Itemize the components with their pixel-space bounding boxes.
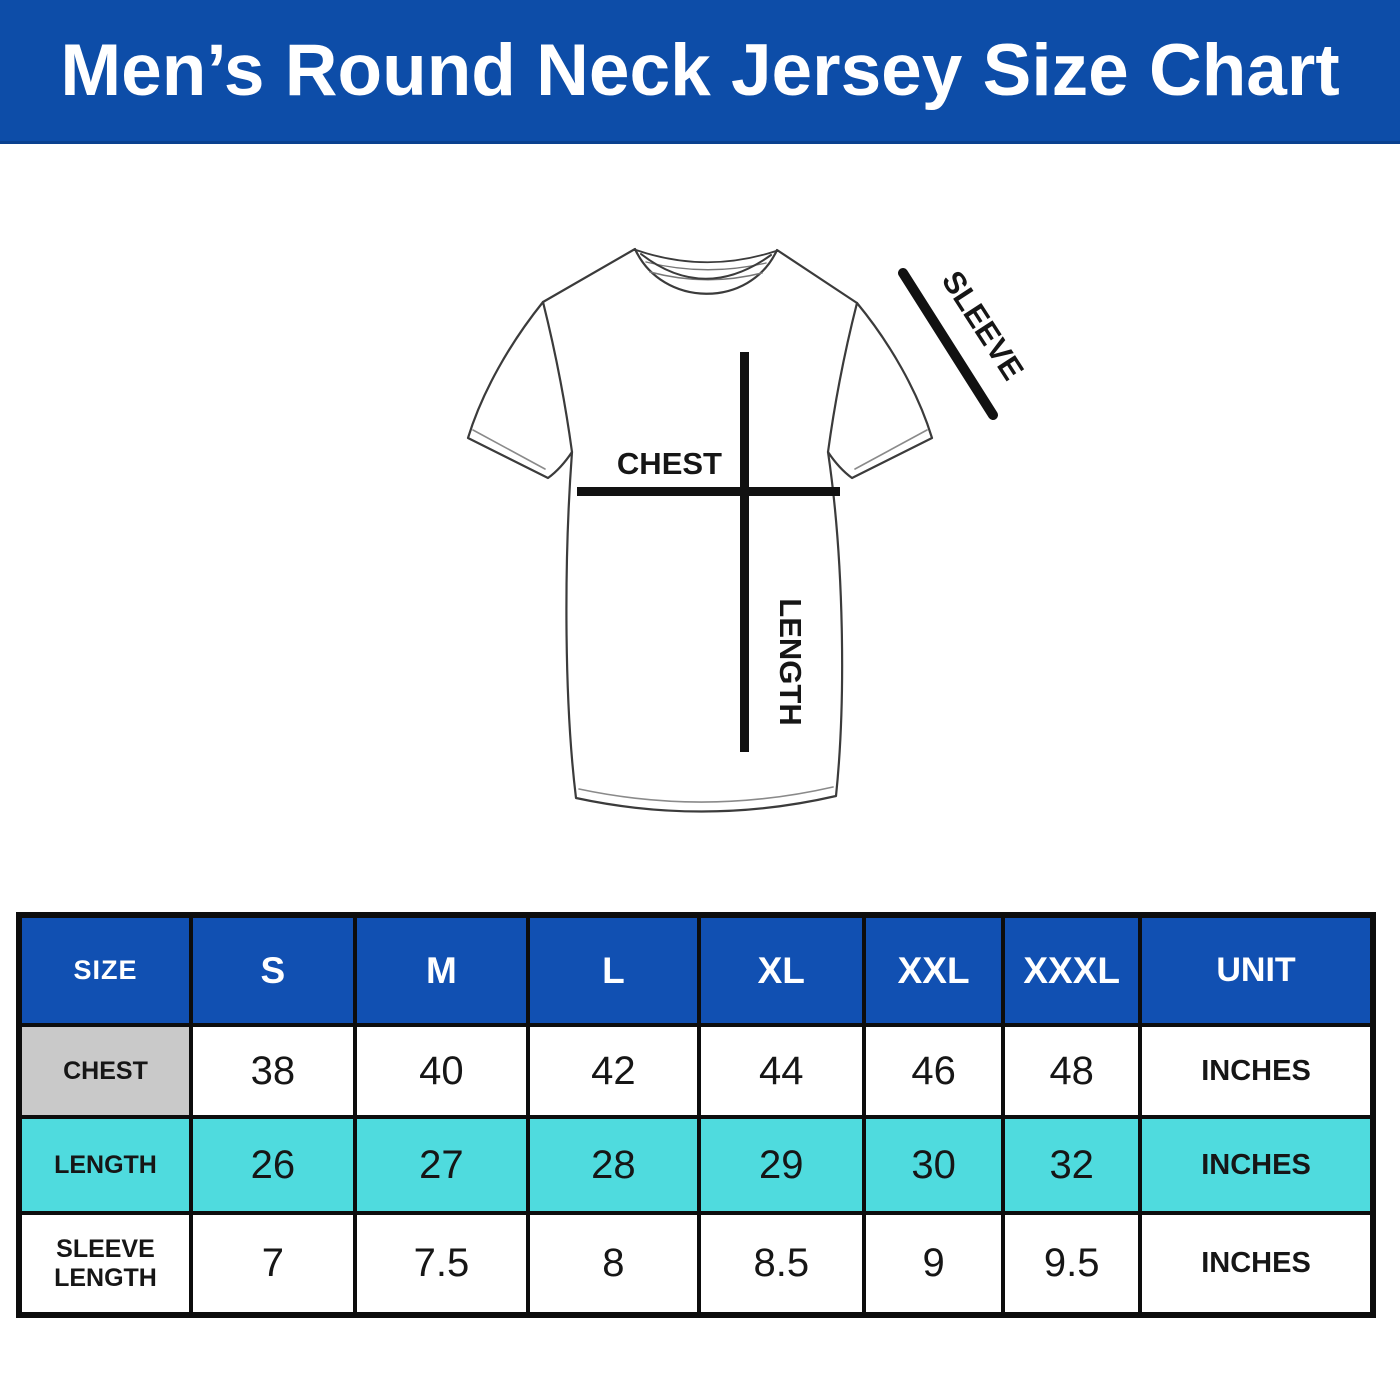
sleeve-label: SLEEVE	[935, 264, 1031, 386]
sleeve-value-xxl: 9	[861, 1211, 1006, 1317]
length-unit: INCHES	[1138, 1115, 1375, 1215]
tshirt-outline	[466, 247, 934, 813]
length-value-l: 28	[526, 1115, 701, 1215]
left-sleeve-seam	[541, 300, 574, 454]
chest-value-l: 42	[526, 1023, 701, 1119]
sleeve-value-xl: 8.5	[696, 1211, 866, 1317]
header-cell-m: M	[352, 913, 531, 1027]
chest-value-s: 38	[188, 1023, 357, 1119]
row-label-length: LENGTH	[17, 1115, 193, 1215]
collar-band-inner-arc	[640, 253, 772, 280]
table-row-chest: CHEST 38 40 42 44 46 48 INCHES	[17, 1023, 1375, 1119]
length-value-m: 27	[352, 1115, 531, 1215]
chest-measure-line	[577, 487, 840, 496]
sleeve-measure-line	[898, 268, 998, 420]
chest-value-xxxl: 48	[1001, 1023, 1143, 1119]
title-banner: Men’s Round Neck Jersey Size Chart	[0, 0, 1400, 144]
header-cell-s: S	[188, 913, 357, 1027]
header-cell-xl: XL	[696, 913, 866, 1027]
sleeve-value-l: 8	[526, 1211, 701, 1317]
left-cuff-line	[472, 429, 546, 470]
header-cell-xxl: XXL	[861, 913, 1006, 1027]
size-chart-table: SIZE S M L XL XXL XXXL UNIT CHEST 38 40 …	[16, 912, 1376, 1318]
tshirt-illustration: CHEST LENGTH SLEEVE	[466, 247, 1031, 813]
length-value-xxxl: 32	[1001, 1115, 1143, 1215]
sleeve-value-m: 7.5	[352, 1211, 531, 1317]
chest-unit: INCHES	[1138, 1023, 1375, 1119]
header-cell-unit: UNIT	[1138, 913, 1375, 1027]
row-label-sleeve-length: SLEEVE LENGTH	[17, 1211, 193, 1317]
chest-value-m: 40	[352, 1023, 531, 1119]
collar-back-arc	[635, 249, 777, 264]
table-row-length: LENGTH 26 27 28 29 30 32 INCHES	[17, 1115, 1375, 1215]
sleeve-value-s: 7	[188, 1211, 357, 1317]
chest-label: CHEST	[617, 446, 722, 481]
length-value-s: 26	[188, 1115, 357, 1215]
tshirt-diagram: CHEST LENGTH SLEEVE	[400, 210, 1060, 870]
header-cell-xxxl: XXXL	[1001, 913, 1143, 1027]
header-cell-l: L	[526, 913, 701, 1027]
table-header-row: SIZE S M L XL XXL XXXL UNIT	[17, 913, 1375, 1027]
length-measure-line	[740, 352, 749, 752]
chest-value-xl: 44	[696, 1023, 866, 1119]
row-label-chest: CHEST	[17, 1023, 193, 1119]
page-title: Men’s Round Neck Jersey Size Chart	[60, 30, 1340, 111]
sleeve-value-xxxl: 9.5	[1001, 1211, 1143, 1317]
right-sleeve-seam	[826, 301, 859, 454]
sleeve-unit: INCHES	[1138, 1211, 1375, 1317]
chest-value-xxl: 46	[861, 1023, 1006, 1119]
table-row-sleeve-length: SLEEVE LENGTH 7 7.5 8 8.5 9 9.5 INCHES	[17, 1211, 1375, 1317]
right-cuff-line	[854, 429, 928, 470]
hem-stitch-line	[578, 786, 834, 803]
length-label: LENGTH	[773, 598, 808, 725]
length-value-xl: 29	[696, 1115, 866, 1215]
length-value-xxl: 30	[861, 1115, 1006, 1215]
header-cell-size: SIZE	[17, 913, 193, 1027]
